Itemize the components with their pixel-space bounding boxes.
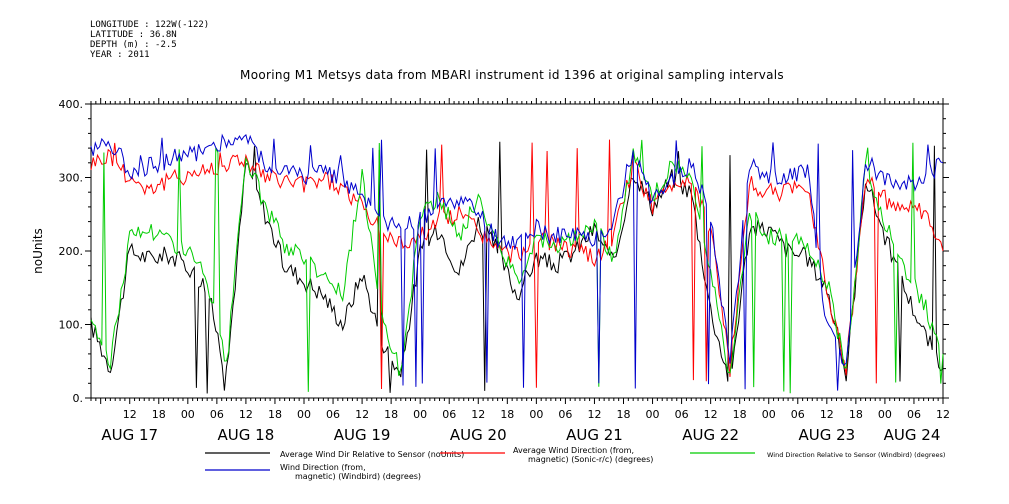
- depth-label: DEPTH (m) : -2.5: [90, 40, 177, 50]
- legend-label: magnetic) (Windbird) (degrees): [295, 472, 421, 481]
- metadata-block: LONGITUDE : 122W(-122) LATITUDE : 36.8N …: [90, 20, 209, 60]
- y-tick-label: 400.: [59, 98, 84, 111]
- x-tick-label: 06: [326, 408, 340, 421]
- x-tick-label: 00: [646, 408, 660, 421]
- date-label: AUG 21: [566, 426, 623, 444]
- chart-title: Mooring M1 Metsys data from MBARI instru…: [240, 68, 784, 82]
- x-tick-label: 12: [123, 408, 137, 421]
- date-label: AUG 17: [101, 426, 158, 444]
- legend-label: Wind Direction (from,: [280, 463, 366, 472]
- x-tick-label: 06: [675, 408, 689, 421]
- series-line: [90, 139, 944, 390]
- date-label: AUG 20: [450, 426, 507, 444]
- x-tick-label: 18: [268, 408, 282, 421]
- x-tick-label: 18: [152, 408, 166, 421]
- legend-label: Average Wind Dir Relative to Sensor (noU…: [280, 450, 464, 459]
- x-tick-label: 18: [617, 408, 631, 421]
- date-label: AUG 19: [334, 426, 391, 444]
- legend-label: Average Wind Direction (from,: [513, 446, 634, 455]
- x-tick-label: 12: [239, 408, 253, 421]
- x-tick-label: 12: [355, 408, 369, 421]
- x-tick-label: 06: [907, 408, 921, 421]
- x-tick-label: 18: [849, 408, 863, 421]
- x-tick-label: 18: [500, 408, 514, 421]
- x-tick-label: 12: [936, 408, 950, 421]
- y-tick-label: 100.: [59, 319, 84, 332]
- x-tick-label: 18: [384, 408, 398, 421]
- x-tick-label: 12: [820, 408, 834, 421]
- x-tick-label: 06: [210, 408, 224, 421]
- y-axis-label: noUnits: [31, 228, 45, 274]
- legend-label: magnetic) (Sonic-r/c) (degrees): [528, 455, 653, 464]
- date-label: AUG 23: [798, 426, 855, 444]
- x-tick-label: 12: [704, 408, 718, 421]
- x-tick-label: 06: [791, 408, 805, 421]
- x-tick-label: 06: [558, 408, 572, 421]
- x-tick-label: 12: [587, 408, 601, 421]
- series-line: [90, 133, 944, 391]
- series-line: [90, 141, 944, 394]
- x-tick-label: 18: [733, 408, 747, 421]
- year-label: YEAR : 2011: [90, 50, 150, 60]
- date-label: AUG 22: [682, 426, 739, 444]
- date-label: AUG 24: [884, 426, 941, 444]
- x-tick-label: 00: [297, 408, 311, 421]
- date-label: AUG 18: [218, 426, 275, 444]
- x-tick-label: 00: [529, 408, 543, 421]
- x-tick-label: 12: [471, 408, 485, 421]
- legend-label: Wind Direction Relative to Sensor (Windb…: [767, 451, 945, 459]
- series-line: [90, 139, 944, 394]
- longitude-label: LONGITUDE : 122W(-122): [90, 20, 210, 30]
- x-tick-label: 06: [442, 408, 456, 421]
- x-tick-label: 00: [762, 408, 776, 421]
- series-group: [90, 133, 944, 394]
- x-tick-label: 00: [413, 408, 427, 421]
- x-tick-label: 00: [181, 408, 195, 421]
- x-tick-label: 00: [878, 408, 892, 421]
- latitude-label: LATITUDE : 36.8N: [90, 30, 177, 40]
- y-tick-label: 300.: [59, 172, 84, 185]
- y-tick-label: 0.: [73, 392, 84, 405]
- y-tick-label: 200.: [59, 245, 84, 258]
